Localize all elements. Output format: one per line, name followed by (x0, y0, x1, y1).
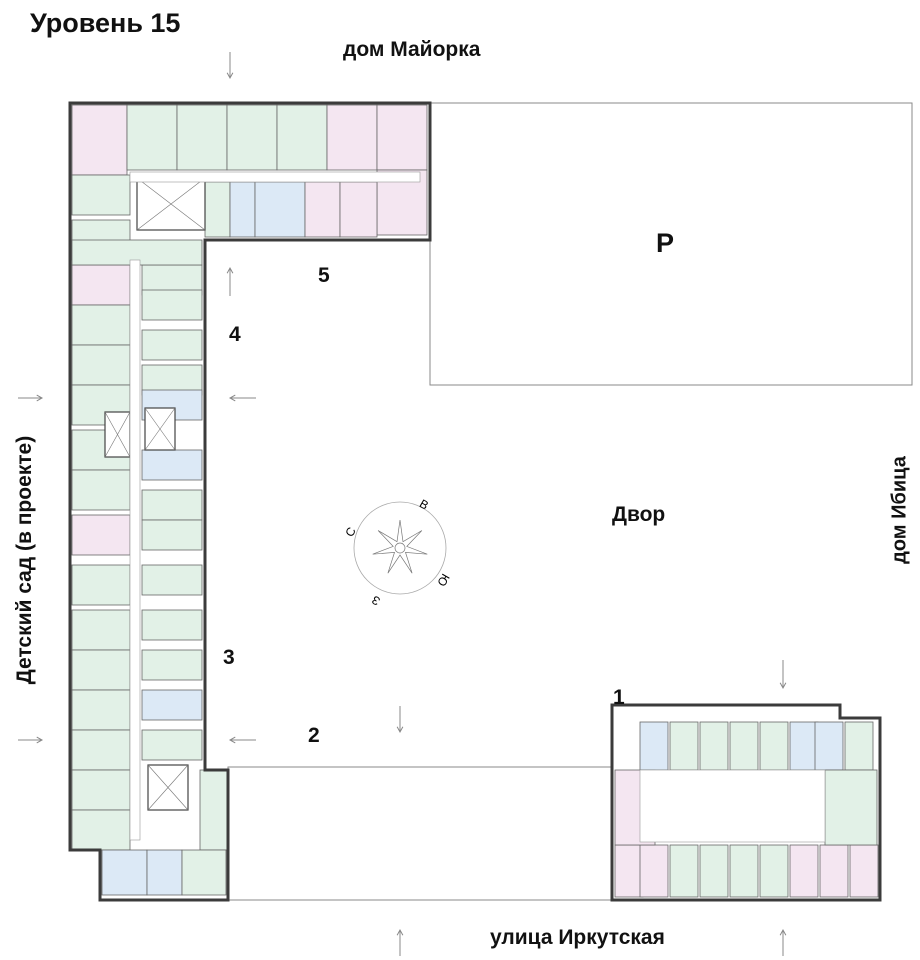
apartment-unit (141, 649, 203, 681)
compass-n-label: С (342, 524, 359, 539)
lift-cross (136, 177, 206, 231)
apartment-unit (141, 519, 203, 551)
compass-e-label: В (417, 496, 431, 512)
apartment-unit (71, 264, 131, 306)
apartment-unit (699, 844, 729, 898)
apartment-unit (614, 844, 644, 898)
apartment-unit (729, 844, 759, 898)
apartment-unit (71, 304, 131, 346)
arrow-head-icon (228, 736, 236, 744)
apartment-unit (141, 489, 203, 521)
arrow-head-icon (779, 928, 787, 936)
apartment-unit (71, 809, 131, 851)
apartment-unit (276, 104, 328, 171)
arrow-head-icon (396, 726, 404, 734)
apartment-unit (141, 729, 203, 761)
lift-cross (144, 407, 176, 451)
podium-outline (227, 766, 613, 901)
section-3-label[interactable]: 3 (223, 646, 235, 669)
apartment-unit (759, 721, 789, 771)
neighbor-north-label: дом Майорка (343, 38, 481, 61)
apartment-unit (71, 689, 131, 731)
apartment-unit (326, 104, 378, 171)
apartment-unit (814, 721, 844, 771)
arrow-head-icon (779, 682, 787, 690)
apartment-unit (126, 104, 178, 171)
arrow-head-icon (226, 266, 234, 274)
yard-label: Двор (612, 503, 666, 526)
apartment-unit (226, 104, 278, 171)
apartment-unit (639, 721, 669, 771)
apartment-unit (304, 181, 341, 238)
apartment-unit (71, 104, 128, 176)
apartment-unit (141, 289, 203, 321)
apartment-unit (819, 844, 849, 898)
arrow-head-icon (36, 394, 44, 402)
apartment-unit (71, 564, 131, 606)
apartment-unit (71, 729, 131, 771)
apartment-unit (146, 849, 183, 896)
apartment-unit (376, 104, 428, 171)
arrow-head-icon (36, 736, 44, 744)
apartment-unit (824, 769, 878, 846)
apartment-unit (229, 181, 256, 238)
arrow-head-icon (226, 72, 234, 80)
corridor (639, 769, 826, 843)
apartment-unit (181, 849, 227, 896)
compass-star-icon (372, 519, 428, 574)
compass-s-label: Ю (434, 571, 452, 589)
floor-title: Уровень 15 (30, 8, 181, 38)
apartment-unit (789, 844, 819, 898)
apartment-unit (669, 721, 699, 771)
apartment-unit (849, 844, 879, 898)
apartment-unit (141, 449, 203, 481)
section-4-label[interactable]: 4 (229, 323, 241, 346)
lift-cross (147, 764, 189, 811)
section-1-label[interactable]: 1 (613, 686, 625, 709)
apartment-unit (71, 769, 131, 811)
arrow-head-icon (396, 928, 404, 936)
compass-w-label: З (369, 593, 382, 609)
apartment-unit (669, 844, 699, 898)
apartment-unit (699, 721, 729, 771)
apartment-unit (71, 344, 131, 386)
lift-cross (104, 411, 131, 458)
apartment-unit (141, 564, 203, 596)
apartment-unit (101, 849, 148, 896)
compass-center (394, 542, 406, 554)
apartment-unit (789, 721, 819, 771)
parking-outline (429, 102, 913, 386)
apartment-unit (71, 649, 131, 691)
apartment-unit (729, 721, 759, 771)
corridor (129, 171, 421, 183)
apartment-unit (339, 181, 378, 238)
apartment-unit (176, 104, 228, 171)
apartment-unit (639, 844, 669, 898)
section-2-label[interactable]: 2 (308, 724, 320, 747)
apartment-unit (71, 609, 131, 651)
apartment-unit (71, 469, 131, 511)
compass-ring (353, 501, 447, 595)
apartment-unit (71, 514, 131, 556)
parking-label: P (656, 228, 675, 258)
arrow-head-icon (228, 394, 236, 402)
apartment-unit (204, 181, 231, 238)
apartment-unit (759, 844, 789, 898)
apartment-unit (141, 689, 203, 721)
apartment-unit (141, 609, 203, 641)
section-5-label[interactable]: 5 (318, 264, 330, 287)
apartment-unit (254, 181, 306, 238)
neighbor-south-label: улица Иркутская (490, 926, 665, 949)
building-wall-sections-2-5 (68, 101, 432, 902)
apartment-unit (199, 769, 229, 851)
apartment-unit (71, 174, 131, 216)
building-wall-section-1 (610, 703, 882, 902)
corridor (129, 259, 141, 841)
apartment-unit (141, 329, 203, 361)
apartment-unit (844, 721, 874, 771)
